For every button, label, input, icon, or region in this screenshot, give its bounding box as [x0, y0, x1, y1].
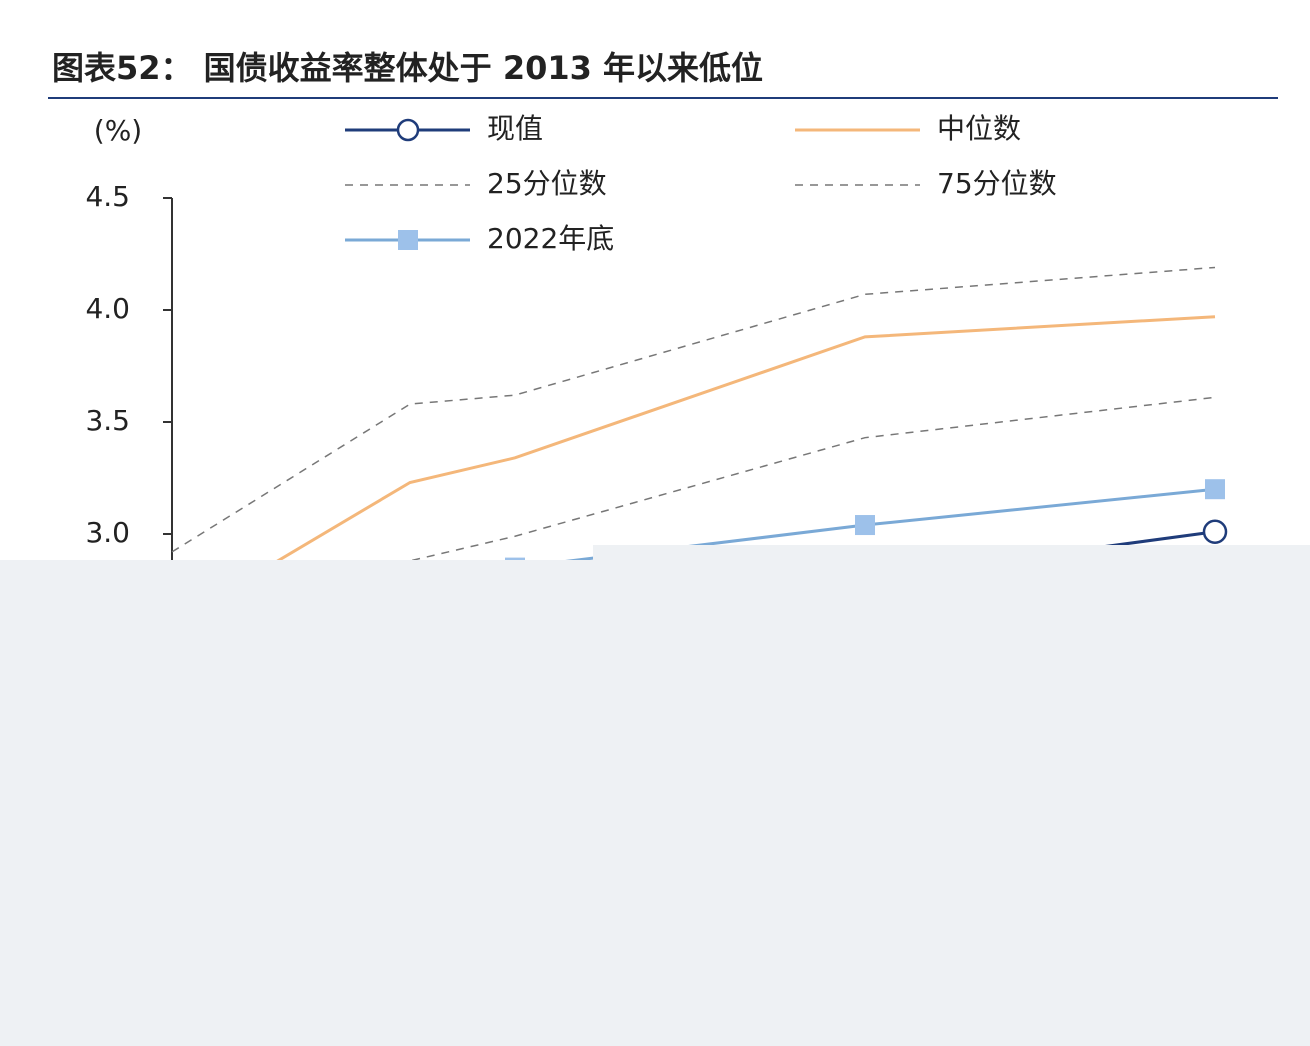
legend: 现值 中位数 25分位数 75分位数 2022年底 — [345, 112, 1057, 255]
legend-label: 中位数 — [937, 112, 1021, 145]
legend-label: 25分位数 — [487, 167, 607, 200]
y-tick-label: 4.5 — [85, 180, 130, 213]
y-tick-label: 3.5 — [85, 404, 130, 437]
point-marker — [855, 515, 875, 536]
overlay-panel — [593, 545, 1310, 565]
legend-label: 2022年底 — [487, 222, 614, 255]
overlay-panel — [0, 560, 1310, 1046]
legend-label: 现值 — [487, 112, 543, 145]
point-marker — [1202, 519, 1228, 545]
chart-title: 图表52： 国债收益率整体处于 2013 年以来低位 — [52, 49, 763, 87]
series-line — [171, 266, 1216, 553]
y-tick-label: 4.0 — [85, 292, 130, 325]
series-line — [171, 315, 1216, 625]
legend-label: 75分位数 — [937, 167, 1057, 200]
legend-marker — [398, 230, 418, 250]
y-tick-label: 3.0 — [85, 516, 130, 549]
point-marker — [1205, 479, 1225, 500]
legend-marker — [396, 118, 420, 142]
y-axis-label: (%) — [94, 114, 142, 147]
